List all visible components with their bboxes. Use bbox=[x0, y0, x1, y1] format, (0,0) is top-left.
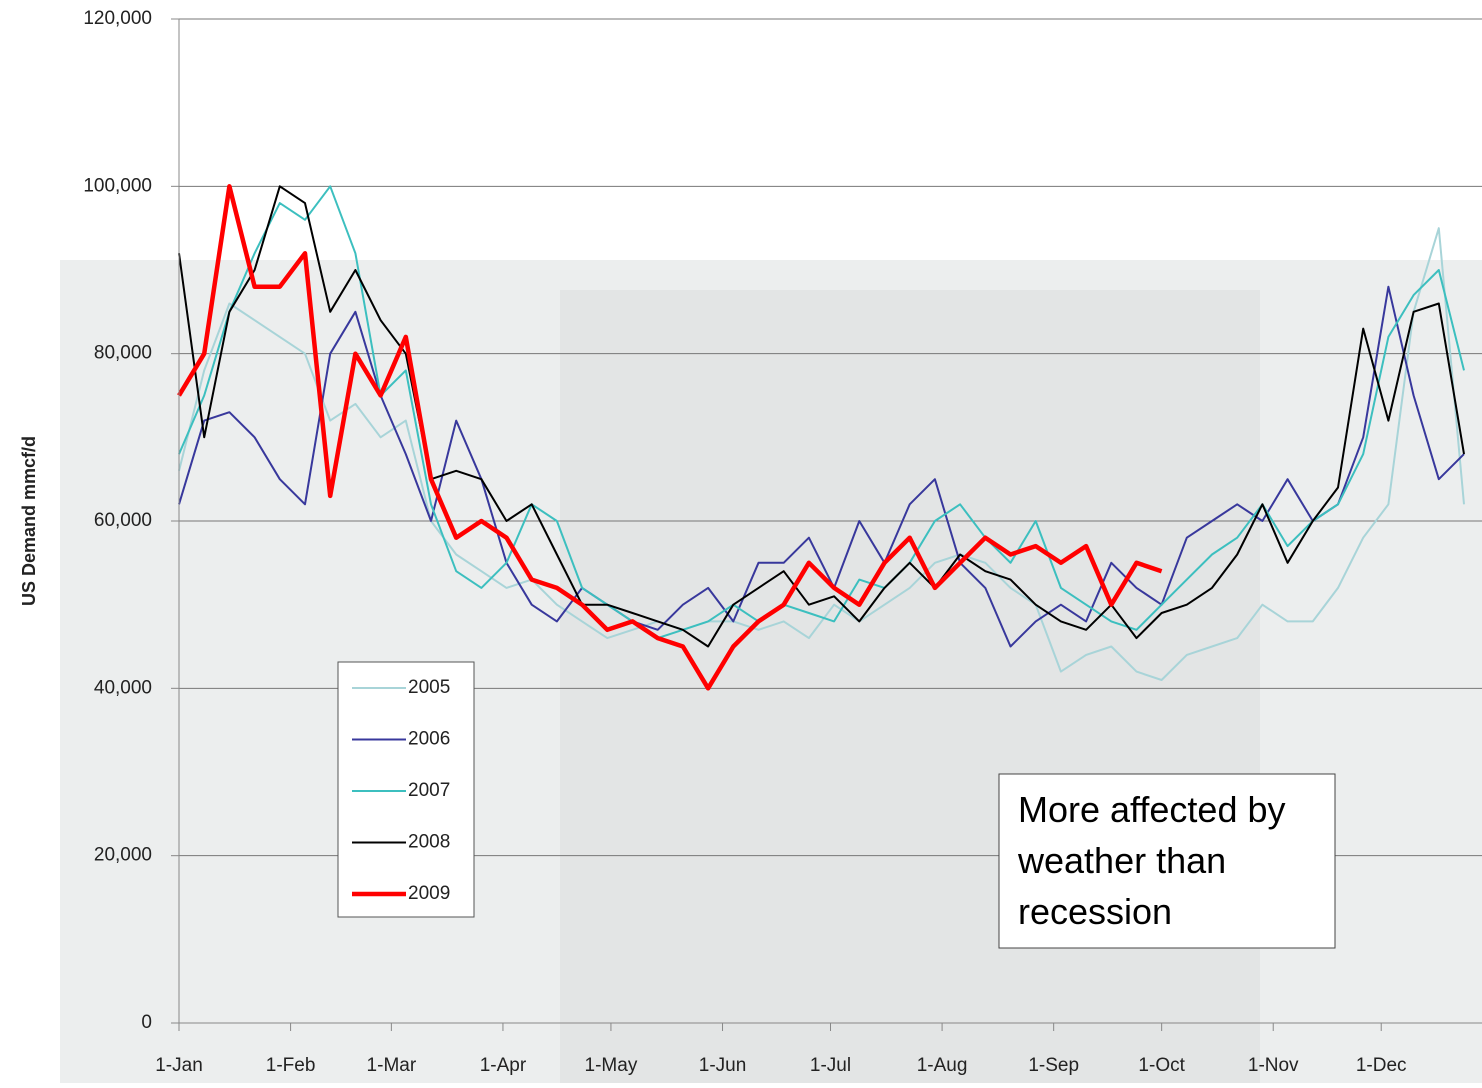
series-line bbox=[178, 185, 1465, 648]
annotation: More affected by weather than recession bbox=[1018, 789, 1286, 932]
legend bbox=[337, 661, 475, 918]
background-castle bbox=[560, 290, 1260, 1083]
x-tick-label: 1-Nov bbox=[1248, 1055, 1299, 1076]
series-line bbox=[177, 184, 1163, 691]
x-tick-label: 1-Jan bbox=[155, 1055, 203, 1076]
y-axis-label: US Demand mmcf/d bbox=[19, 436, 39, 606]
x-tick-label: 1-Oct bbox=[1138, 1055, 1185, 1076]
y-tick-label: 80,000 bbox=[94, 343, 152, 364]
legend-label: 2008 bbox=[408, 832, 450, 853]
x-tick-label: 1-May bbox=[585, 1055, 638, 1076]
y-tick-label: 60,000 bbox=[94, 510, 152, 531]
y-tick-label: 120,000 bbox=[83, 8, 152, 29]
y-tick-label: 100,000 bbox=[83, 175, 152, 196]
legend-label: 2007 bbox=[408, 780, 450, 801]
y-tick-label: 20,000 bbox=[94, 845, 152, 866]
x-tick-label: 1-Mar bbox=[367, 1055, 417, 1076]
legend-label: 2005 bbox=[408, 677, 450, 698]
x-tick-label: 1-Dec bbox=[1356, 1055, 1407, 1076]
x-tick-label: 1-Apr bbox=[480, 1055, 527, 1076]
y-tick-label: 40,000 bbox=[94, 677, 152, 698]
series-line bbox=[178, 285, 1465, 648]
x-tick-label: 1-Aug bbox=[917, 1055, 968, 1076]
x-tick-label: 1-Feb bbox=[266, 1055, 316, 1076]
x-tick-label: 1-Jul bbox=[810, 1055, 851, 1076]
x-tick-label: 1-Sep bbox=[1028, 1055, 1079, 1076]
series-line bbox=[178, 227, 1465, 681]
annotation-wrap: More affected by weather than recession bbox=[1018, 789, 1286, 932]
y-tick-label: 0 bbox=[141, 1012, 152, 1033]
series-line bbox=[178, 185, 1465, 640]
legend-label: 2009 bbox=[408, 883, 450, 904]
legend-label: 2006 bbox=[408, 729, 450, 750]
annotation-box bbox=[998, 773, 1336, 949]
x-tick-label: 1-Jun bbox=[699, 1055, 747, 1076]
